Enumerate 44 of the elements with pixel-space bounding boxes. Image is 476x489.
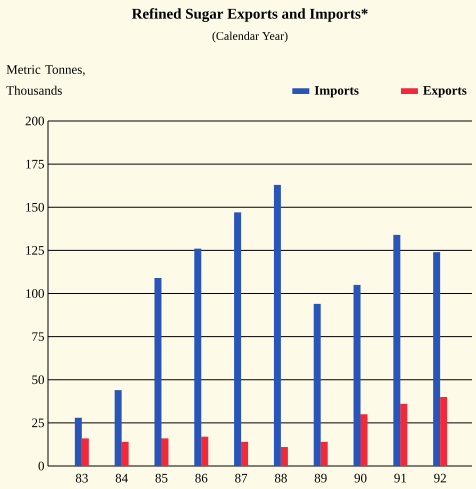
y-tick-label: 75	[32, 332, 44, 341]
bar	[354, 284, 361, 466]
chart-title: Refined Sugar Exports and Imports*	[132, 8, 368, 22]
x-tick-label: 87	[235, 474, 248, 483]
bar	[154, 278, 162, 466]
bar	[314, 304, 321, 466]
bar	[280, 447, 288, 466]
x-tick-label: 91	[394, 474, 406, 482]
y-tick-label: 50	[32, 375, 44, 384]
y-tick-label: 100	[26, 289, 44, 298]
bar	[194, 248, 202, 466]
y-tick-label: 200	[26, 116, 44, 126]
bar	[274, 184, 281, 466]
bar	[161, 438, 168, 466]
y-tick-label: 0	[38, 462, 44, 470]
chart-subtitle: (Calendar Year)	[212, 32, 288, 42]
bar	[241, 442, 248, 466]
legend-label: Imports	[314, 86, 359, 98]
y-tick-label: 25	[32, 418, 44, 428]
y-axis-title: Metric Tonnes, Thousands	[6, 65, 85, 95]
bar	[360, 414, 368, 466]
x-tick-label: 89	[314, 474, 327, 483]
x-tick-label: 88	[274, 474, 287, 483]
x-tick-label: 86	[195, 474, 208, 483]
bar	[74, 418, 82, 466]
bar	[82, 438, 89, 466]
y-tick-label: 175	[26, 160, 44, 168]
bar	[400, 404, 408, 466]
bar	[440, 397, 448, 466]
bar	[393, 234, 400, 466]
y-tick-label: 125	[26, 246, 44, 255]
x-tick-label: 92	[434, 474, 446, 482]
y-tick-label: 150	[26, 202, 44, 212]
x-tick-label: 85	[155, 474, 168, 483]
x-tick-label: 90	[354, 474, 367, 483]
bar	[114, 390, 122, 466]
bar	[320, 442, 328, 466]
bar	[201, 436, 208, 466]
bar	[122, 442, 129, 466]
bar	[433, 252, 440, 466]
bar	[234, 212, 242, 466]
legend-label: Exports	[423, 86, 466, 98]
x-tick-label: 84	[116, 474, 128, 483]
x-tick-label: 83	[76, 474, 88, 483]
